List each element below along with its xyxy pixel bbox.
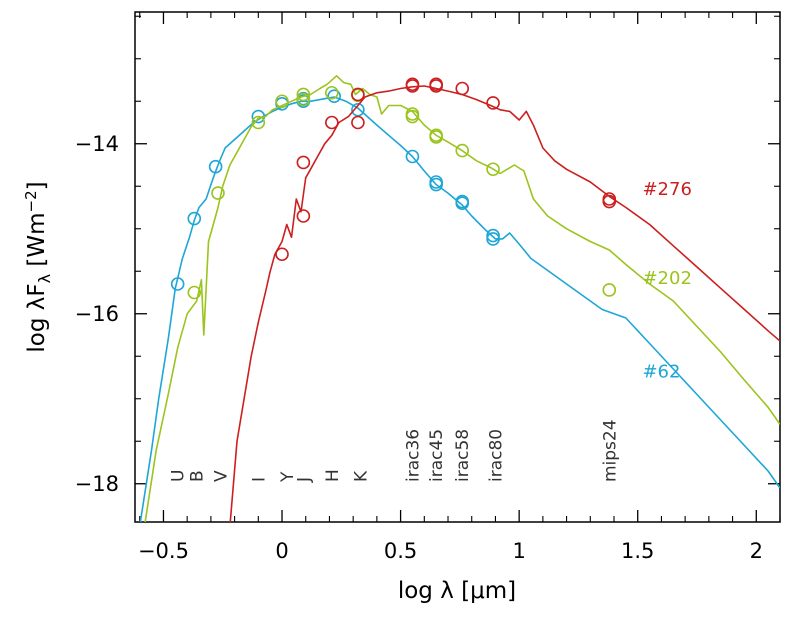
- band-label-irac36: irac36: [403, 429, 423, 482]
- data-point-n276: [602, 192, 617, 206]
- band-label-b: B: [188, 470, 208, 482]
- data-point-n202: [486, 162, 500, 177]
- band-label-u: U: [169, 470, 189, 482]
- y-tick-label: −14: [75, 132, 119, 156]
- series-labels: #62 #202 #276: [642, 179, 691, 383]
- data-point-n202: [296, 87, 311, 102]
- axis-ticks: [135, 12, 781, 522]
- band-label-j: J: [294, 477, 314, 483]
- data-point-n62: [208, 159, 223, 174]
- y-axis-title-sub: λ: [35, 274, 54, 283]
- series-line-n202: [144, 75, 780, 522]
- data-point-n202: [325, 85, 339, 100]
- data-point-n62: [429, 177, 443, 192]
- data-point-n62: [170, 277, 185, 291]
- band-label-h: H: [323, 469, 343, 482]
- y-axis-title-pre: log λF: [24, 283, 50, 352]
- x-tick-label: 1.5: [621, 539, 654, 563]
- y-axis-title: log λFλ [Wm−2]: [22, 181, 54, 352]
- data-point-n202: [251, 115, 266, 130]
- data-point-n202: [211, 186, 225, 200]
- data-point-n202: [275, 94, 289, 109]
- data-point-n276: [405, 77, 420, 92]
- data-point-n276: [296, 209, 311, 223]
- data-point-n276: [351, 115, 365, 130]
- band-label-mips24: mips24: [600, 419, 620, 482]
- data-point-n202: [187, 285, 202, 300]
- data-point-n276: [351, 87, 365, 102]
- y-axis-title-post: ]: [24, 181, 50, 190]
- data-point-n202: [455, 143, 470, 158]
- band-label-i: I: [249, 477, 269, 482]
- band-label-y: Y: [278, 471, 298, 483]
- band-label-irac80: irac80: [486, 429, 506, 482]
- data-point-n62: [327, 89, 341, 103]
- x-axis-title-post: m]: [485, 578, 516, 604]
- band-label-v: V: [211, 470, 231, 482]
- series-layer: [139, 75, 780, 522]
- x-tick-label: 2: [750, 539, 763, 563]
- data-point-n276: [296, 155, 311, 170]
- y-tick-label: −18: [75, 472, 119, 496]
- data-point-n276: [275, 247, 289, 262]
- data-point-n276: [455, 81, 470, 96]
- data-point-n276: [486, 96, 500, 110]
- data-point-n276: [325, 115, 339, 130]
- x-axis-title: log λ [μm]: [398, 578, 516, 604]
- data-point-n62: [486, 228, 500, 243]
- band-label-k: K: [351, 470, 371, 482]
- axis-tick-labels: −0.5 0 0.5 1 1.5 2 −14 −16 −18: [75, 132, 763, 563]
- y-tick-label: −16: [75, 302, 119, 326]
- data-point-n202: [405, 109, 420, 124]
- series-label-n202: #202: [642, 268, 691, 289]
- x-axis-title-pre: log λ [: [398, 578, 470, 604]
- data-point-n62: [405, 149, 420, 164]
- data-point-n62: [187, 211, 202, 226]
- data-point-n62: [455, 196, 470, 211]
- x-tick-label: −0.5: [138, 539, 189, 563]
- data-point-n202: [296, 92, 311, 107]
- band-label-irac58: irac58: [453, 429, 473, 482]
- plot-frame: [134, 11, 781, 523]
- x-tick-label: 1: [512, 539, 525, 563]
- series-label-n62: #62: [642, 362, 680, 383]
- x-tick-label: 0: [275, 539, 288, 563]
- series-line-n62: [139, 96, 780, 522]
- x-axis-title-mu: μ: [470, 578, 485, 604]
- data-point-n202: [429, 130, 443, 144]
- data-point-n62: [486, 232, 500, 246]
- data-point-n276: [429, 79, 443, 93]
- y-axis-title-mid: [Wm: [24, 212, 50, 273]
- series-label-n276: #276: [642, 179, 691, 200]
- x-tick-label: 0.5: [384, 539, 417, 563]
- data-point-n202: [602, 283, 617, 297]
- band-label-irac45: irac45: [427, 429, 447, 482]
- y-axis-title-sup: −2: [22, 190, 40, 212]
